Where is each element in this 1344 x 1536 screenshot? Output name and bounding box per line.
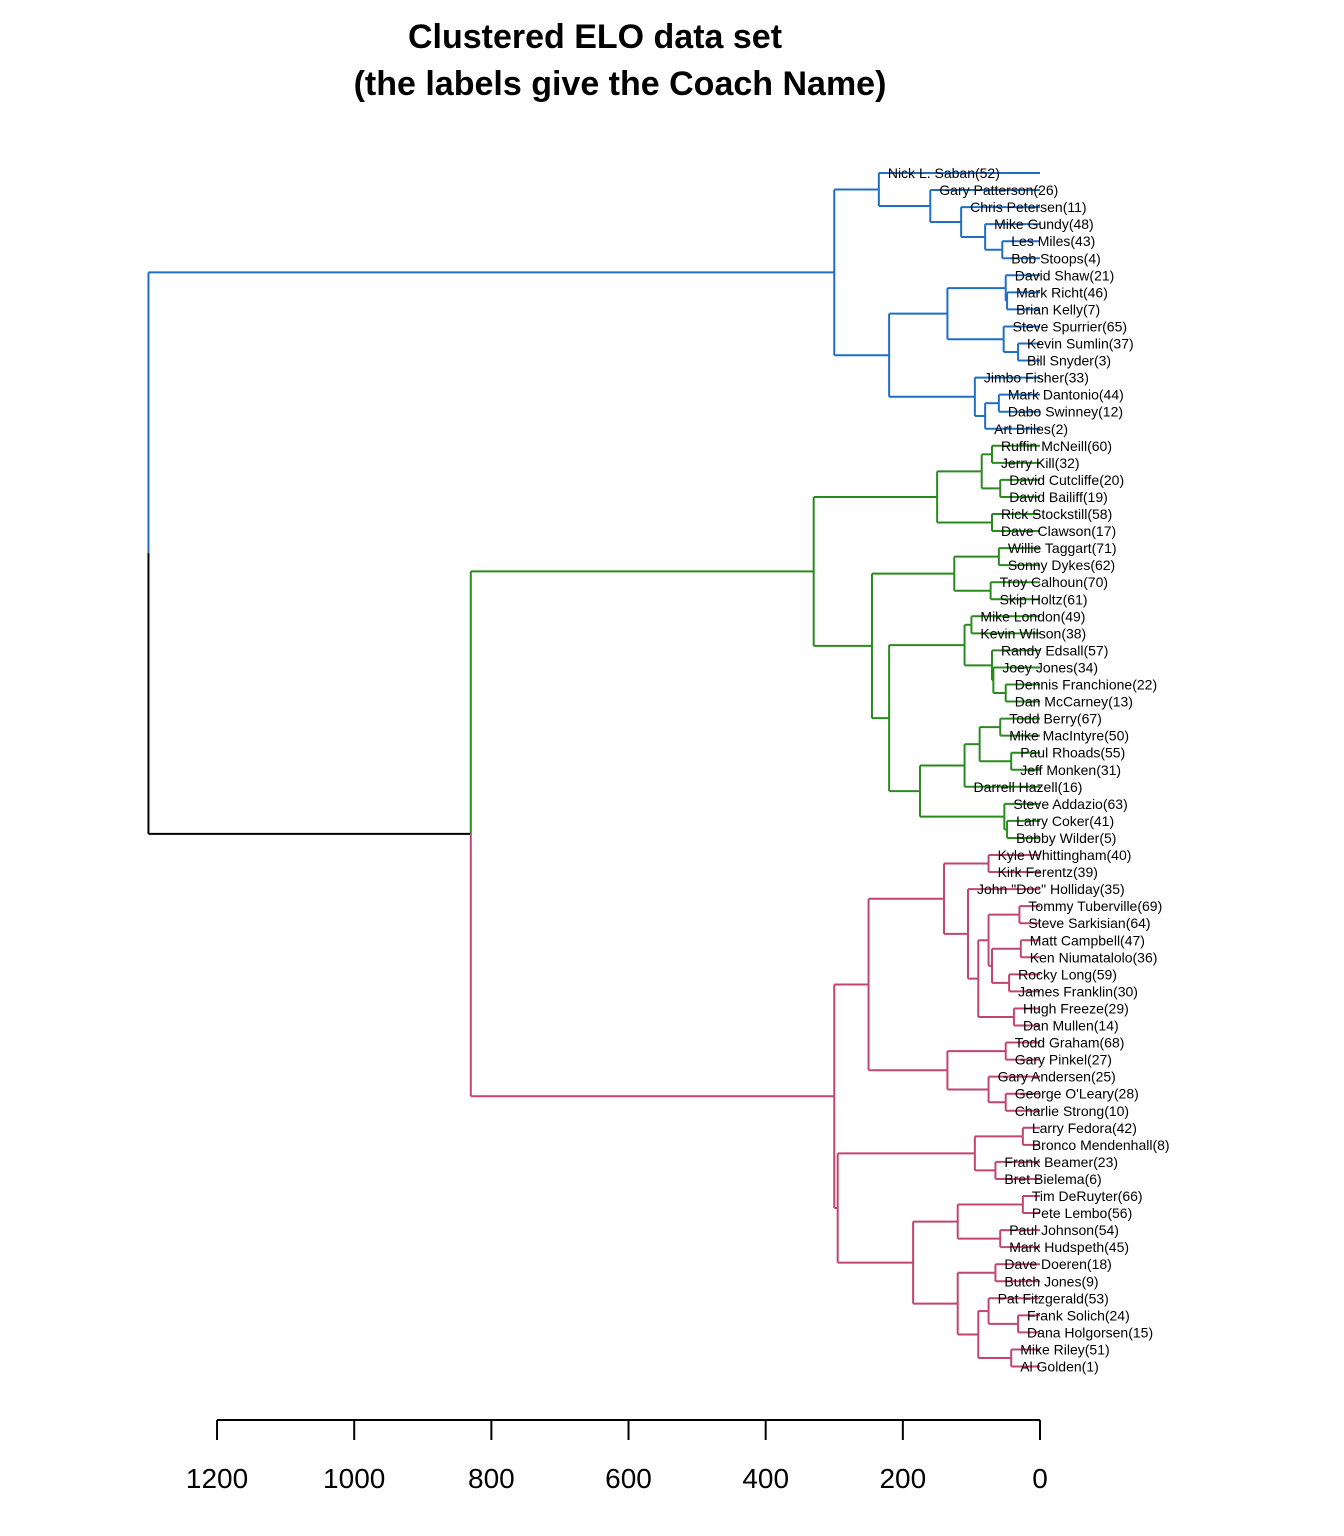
leaf-label: Dana Holgorsen(15) [1027, 1324, 1153, 1340]
leaf-label: Kevin Wilson(38) [980, 625, 1086, 641]
leaf-label: Steve Addazio(63) [1013, 796, 1127, 812]
leaf-label: Kirk Ferentz(39) [998, 864, 1098, 880]
leaf-label: Bob Stoops(4) [1011, 250, 1101, 266]
x-tick-label: 400 [742, 1463, 789, 1494]
leaf-label: Mark Richt(46) [1016, 284, 1108, 300]
leaf-label: Troy Calhoun(70) [1000, 574, 1108, 590]
leaf-label: Bronco Mendenhall(8) [1032, 1137, 1170, 1153]
leaf-label: Al Golden(1) [1020, 1359, 1099, 1375]
leaf-label: Kevin Sumlin(37) [1027, 336, 1134, 352]
leaf-label: Dabo Swinney(12) [1008, 404, 1123, 420]
leaf-label: Joey Jones(34) [1002, 659, 1098, 675]
leaf-label: David Shaw(21) [1015, 267, 1115, 283]
leaf-label: Gary Andersen(25) [998, 1069, 1116, 1085]
leaf-label: Bobby Wilder(5) [1016, 830, 1116, 846]
leaf-label: Tommy Tuberville(69) [1028, 898, 1162, 914]
x-tick-label: 1200 [186, 1463, 248, 1494]
x-tick-label: 800 [468, 1463, 515, 1494]
leaf-label: Mark Hudspeth(45) [1009, 1239, 1129, 1255]
leaf-label: Mike Gundy(48) [994, 216, 1094, 232]
leaf-label: Rocky Long(59) [1018, 966, 1117, 982]
leaf-label: Ruffin McNeill(60) [1001, 438, 1112, 454]
leaf-label: Art Briles(2) [994, 421, 1068, 437]
chart-subtitle: (the labels give the Coach Name) [354, 65, 887, 103]
x-axis: 1200 1000 800 600 400 200 0 [186, 1419, 1048, 1494]
leaf-label: James Franklin(30) [1018, 983, 1138, 999]
leaf-label: Todd Graham(68) [1015, 1035, 1125, 1051]
leaf-label: John "Doc" Holliday(35) [977, 881, 1125, 897]
leaf-label: Willie Taggart(71) [1008, 540, 1117, 556]
leaf-label: Brian Kelly(7) [1016, 301, 1100, 317]
dendrogram-tree: Nick L. Saban(52)Gary Patterson(26)Chris… [147, 165, 1170, 1375]
leaf-label: Dave Doeren(18) [1004, 1256, 1111, 1272]
leaf-label: Larry Coker(41) [1016, 813, 1114, 829]
leaf-label: Les Miles(43) [1011, 233, 1095, 249]
leaf-label: Matt Campbell(47) [1030, 932, 1145, 948]
leaf-label: Dave Clawson(17) [1001, 523, 1116, 539]
leaf-label: Todd Berry(67) [1009, 711, 1102, 727]
leaf-label: Ken Niumatalolo(36) [1030, 949, 1158, 965]
x-tick-label: 600 [605, 1463, 652, 1494]
leaf-label: Steve Sarkisian(64) [1028, 915, 1150, 931]
leaf-label: Chris Petersen(11) [970, 199, 1086, 215]
chart-title: Clustered ELO data set [408, 18, 782, 56]
x-tick-label: 1000 [323, 1463, 385, 1494]
leaf-label: Skip Holtz(61) [1000, 591, 1088, 607]
leaf-label: Jerry Kill(32) [1001, 455, 1080, 471]
leaf-label: Jimbo Fisher(33) [984, 370, 1089, 386]
leaf-label: Butch Jones(9) [1004, 1273, 1098, 1289]
leaf-label: Gary Patterson(26) [939, 182, 1058, 198]
leaf-label: Frank Beamer(23) [1004, 1154, 1118, 1170]
leaf-label: Randy Edsall(57) [1001, 642, 1108, 658]
leaf-label: Paul Rhoads(55) [1020, 745, 1125, 761]
leaf-label: Jeff Monken(31) [1020, 762, 1121, 778]
leaf-label: Paul Johnson(54) [1009, 1222, 1119, 1238]
leaf-label: Dan Mullen(14) [1023, 1018, 1119, 1034]
leaf-label: Charlie Strong(10) [1015, 1103, 1129, 1119]
leaf-label: Frank Solich(24) [1027, 1307, 1130, 1323]
leaf-label: Nick L. Saban(52) [888, 165, 1000, 181]
leaf-label: Steve Spurrier(65) [1013, 318, 1127, 334]
leaf-label: Kyle Whittingham(40) [998, 847, 1132, 863]
leaf-label: Bret Bielema(6) [1004, 1171, 1101, 1187]
x-tick-label: 0 [1032, 1463, 1048, 1494]
leaf-label: Dennis Franchione(22) [1015, 677, 1157, 693]
leaf-label: Gary Pinkel(27) [1015, 1052, 1112, 1068]
leaf-label: Bill Snyder(3) [1027, 353, 1111, 369]
leaf-label: David Bailiff(19) [1009, 489, 1108, 505]
leaf-label: Mark Dantonio(44) [1008, 387, 1124, 403]
leaf-label: Mike Riley(51) [1020, 1341, 1109, 1357]
leaf-label: Rick Stockstill(58) [1001, 506, 1112, 522]
leaf-label: George O'Leary(28) [1015, 1086, 1139, 1102]
leaf-label: Pat Fitzgerald(53) [998, 1290, 1109, 1306]
leaf-label: Mike London(49) [980, 608, 1085, 624]
leaf-label: Sonny Dykes(62) [1008, 557, 1115, 573]
leaf-label: Mike MacIntyre(50) [1009, 728, 1129, 744]
leaf-label: Pete Lembo(56) [1032, 1205, 1132, 1221]
leaf-label: Darrell Hazell(16) [974, 779, 1083, 795]
leaf-label: Dan McCarney(13) [1015, 694, 1133, 710]
leaf-label: Tim DeRuyter(66) [1032, 1188, 1143, 1204]
leaf-label: Hugh Freeze(29) [1023, 1000, 1129, 1016]
leaf-label: David Cutcliffe(20) [1009, 472, 1124, 488]
x-tick-label: 200 [879, 1463, 926, 1494]
leaf-label: Larry Fedora(42) [1032, 1120, 1137, 1136]
